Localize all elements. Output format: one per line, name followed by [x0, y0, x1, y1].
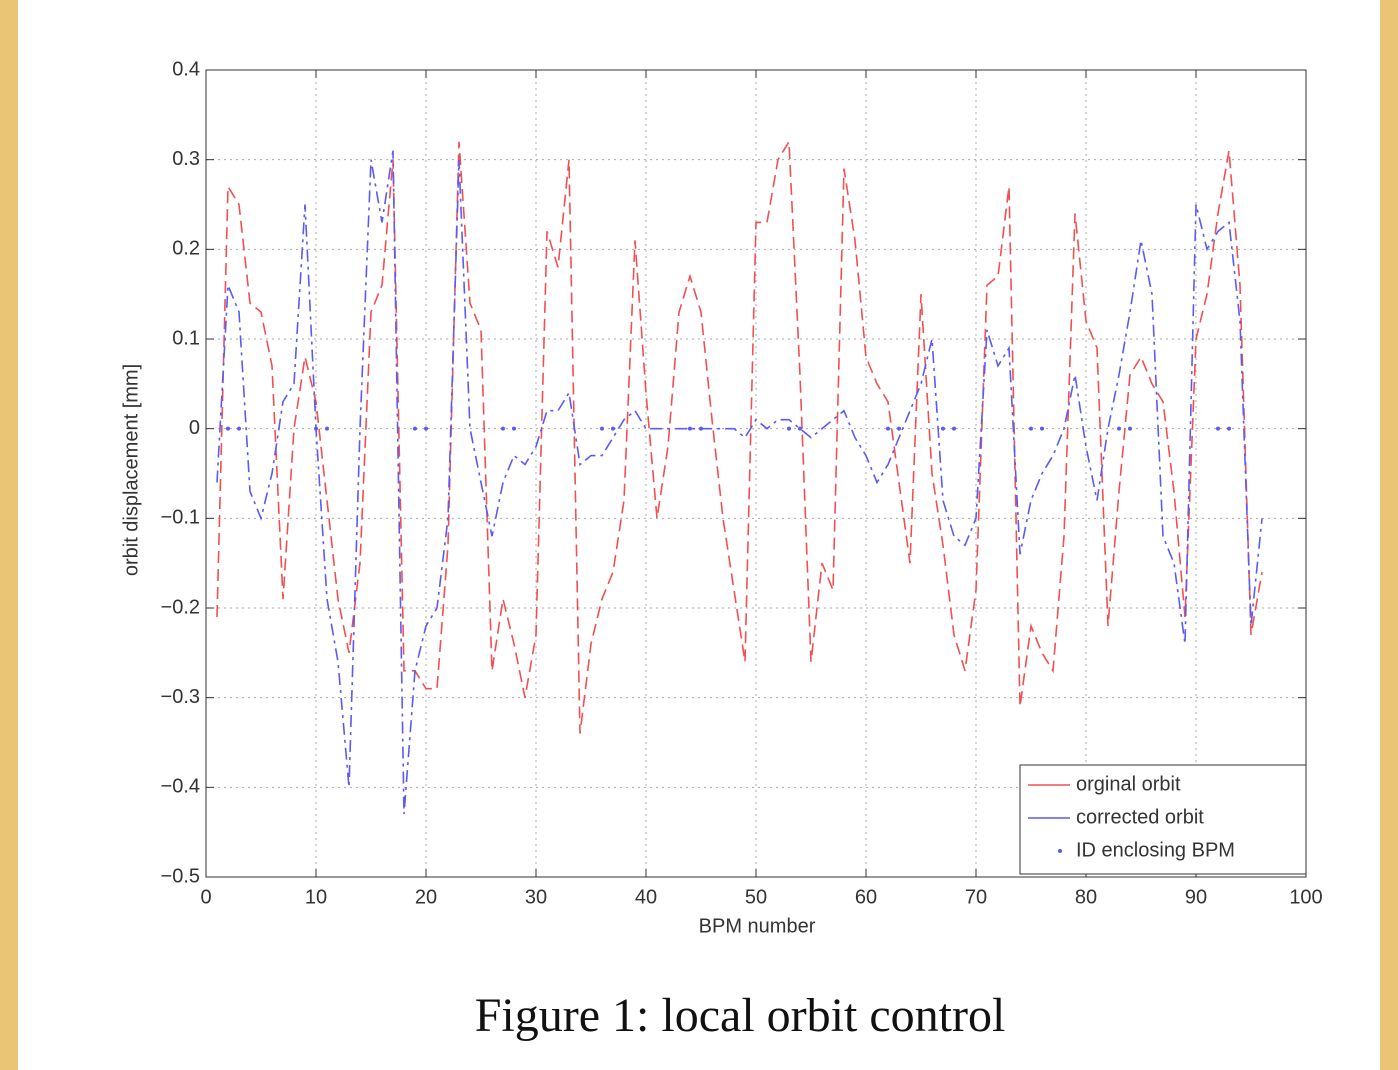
caption: Figure 1: local orbit control — [475, 989, 1006, 1042]
point — [226, 426, 230, 431]
point — [941, 426, 945, 431]
x-tick-label: 60 — [855, 886, 877, 908]
panel — [18, 0, 1380, 1070]
point — [1117, 426, 1121, 431]
point — [798, 426, 802, 431]
x-tick-label: 90 — [1185, 886, 1207, 908]
point — [1216, 426, 1220, 431]
point — [1040, 426, 1044, 431]
point — [600, 426, 604, 431]
y-tick-label: 0.2 — [172, 238, 200, 260]
point — [886, 426, 890, 431]
point — [501, 426, 505, 431]
x-tick-label: 100 — [1289, 886, 1322, 908]
point — [1029, 426, 1033, 431]
point — [237, 426, 241, 431]
point — [424, 426, 428, 431]
y-tick-label: −0.5 — [161, 865, 200, 887]
point — [413, 426, 417, 431]
x-tick-label: 0 — [200, 886, 211, 908]
legend-swatch — [1058, 849, 1062, 853]
x-tick-label: 50 — [745, 886, 767, 908]
series-line — [216, 139, 1263, 734]
series-line — [216, 150, 1263, 815]
y-tick-label: −0.2 — [161, 596, 200, 618]
x-tick-label: 30 — [525, 886, 547, 908]
x-tick-label: 40 — [635, 886, 657, 908]
point — [699, 426, 703, 431]
x-axis-label: BPM number — [699, 915, 816, 937]
legend-label: corrected orbit — [1076, 806, 1204, 828]
x-tick-label: 80 — [1075, 886, 1097, 908]
point — [952, 426, 956, 431]
y-tick-label: −0.3 — [161, 686, 200, 708]
y-tick-label: −0.1 — [161, 507, 200, 529]
y-axis-label: orbit displacement [mm] — [120, 364, 142, 576]
legend-box — [1019, 764, 1307, 875]
x-tick-label: 10 — [305, 886, 327, 908]
point — [1128, 426, 1132, 431]
point — [1227, 426, 1231, 431]
point — [897, 426, 901, 431]
legend-label: ID enclosing BPM — [1076, 839, 1235, 861]
x-tick-label: 70 — [965, 886, 987, 908]
y-tick-label: −0.4 — [161, 776, 200, 798]
y-tick-label: 0 — [189, 417, 200, 439]
plot-frame — [205, 69, 1307, 878]
point — [688, 426, 692, 431]
point — [512, 426, 516, 431]
point — [314, 426, 318, 431]
x-tick-label: 20 — [415, 886, 437, 908]
y-tick-label: 0.3 — [172, 148, 200, 170]
y-tick-label: 0.1 — [172, 327, 200, 349]
point — [611, 426, 615, 431]
point — [787, 426, 791, 431]
point — [325, 426, 329, 431]
legend-label: orginal orbit — [1076, 773, 1181, 795]
y-tick-label: 0.4 — [172, 58, 200, 80]
